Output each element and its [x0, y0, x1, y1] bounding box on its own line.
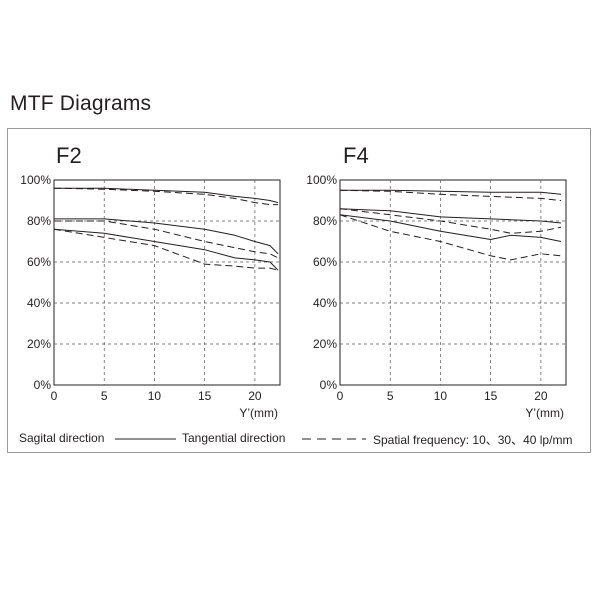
y-tick-label: 40% — [313, 296, 337, 310]
x-tick-label: 20 — [248, 389, 262, 403]
tangential-curve — [53, 187, 278, 206]
tangential-curve — [54, 220, 279, 259]
x-tick-label: 5 — [387, 389, 394, 403]
y-tick-label: 60% — [27, 255, 51, 269]
legend-frequency-label: Spatial frequency: 10、30、40 lp/mm — [373, 433, 573, 447]
tangential-curve — [339, 214, 562, 261]
x-tick-label: 10 — [434, 389, 448, 403]
x-tick-label: 0 — [51, 389, 58, 403]
y-tick-label: 0% — [34, 378, 52, 392]
tangential-curve — [339, 189, 562, 201]
x-axis-label: Y’(mm) — [525, 406, 564, 420]
legend-tangential-label: Tangential direction — [182, 431, 286, 445]
y-tick-label: 20% — [313, 337, 337, 351]
x-tick-label: 10 — [148, 389, 162, 403]
sagittal-curve — [54, 218, 279, 255]
plot-area — [339, 179, 567, 386]
chart-panel-2: F4 0% 20% 40% 60% 80% 100% 0 5 10 15 20 Y’(mm) — [306, 143, 567, 420]
x-tick-label: 20 — [534, 389, 548, 403]
x-axis-label: Y’(mm) — [239, 406, 278, 420]
y-tick-label: 20% — [27, 337, 51, 351]
x-tick-label: 15 — [198, 389, 212, 403]
chart-title: F2 — [56, 143, 82, 168]
x-tick-label: 0 — [337, 389, 344, 403]
sagittal-curve — [340, 189, 562, 195]
sagittal-curve — [53, 228, 279, 271]
plot-area — [53, 179, 281, 386]
chart-panel-1: F2 0% 20% 40% 60% 80% 100% 0 5 10 15 20 Y’(mm) — [20, 143, 281, 420]
sagittal-curve — [339, 208, 562, 224]
page-title: MTF Diagrams — [10, 92, 152, 115]
y-tick-label: 100% — [20, 173, 51, 187]
y-tick-label: 80% — [313, 214, 337, 228]
sagittal-curve — [339, 214, 562, 242]
y-tick-label: 40% — [27, 296, 51, 310]
tangential-curve — [53, 228, 279, 271]
y-tick-label: 60% — [313, 255, 337, 269]
y-tick-label: 80% — [27, 214, 51, 228]
x-tick-label: 5 — [101, 389, 108, 403]
figure-frame — [7, 128, 591, 453]
chart-title: F4 — [343, 143, 369, 168]
tangential-curve — [339, 208, 562, 234]
y-tick-label: 100% — [306, 173, 337, 187]
sagittal-curve — [54, 187, 279, 204]
x-tick-label: 15 — [484, 389, 498, 403]
y-tick-label: 0% — [320, 378, 338, 392]
legend-sagittal-label: Sagital direction — [19, 431, 105, 445]
